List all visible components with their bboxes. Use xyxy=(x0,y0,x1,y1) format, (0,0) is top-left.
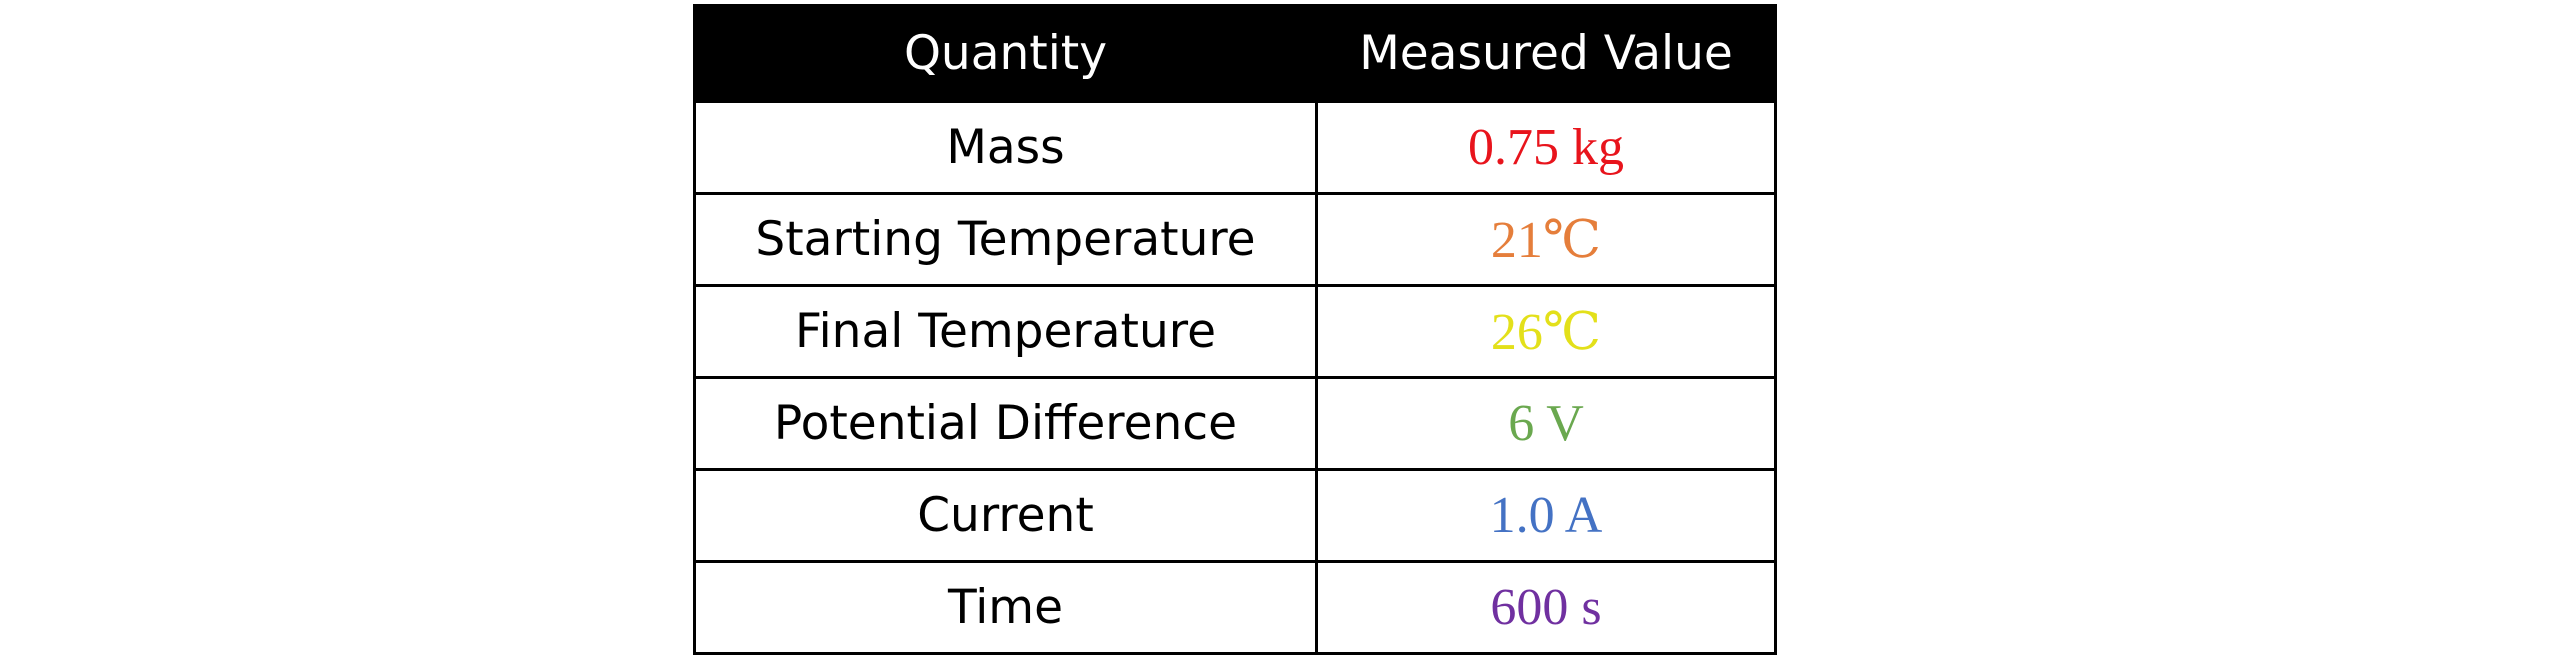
header-quantity: Quantity xyxy=(693,4,1318,103)
value-cell-starting-temperature: 21℃ xyxy=(1315,192,1777,287)
table-row: Time 600 s xyxy=(693,560,1777,655)
measurement-table-container: Quantity Measured Value Mass 0.75 kg Sta… xyxy=(693,4,1777,655)
value-cell-potential-difference: 6 V xyxy=(1315,376,1777,471)
quantity-cell-time: Time xyxy=(693,560,1318,655)
table-header-row: Quantity Measured Value xyxy=(693,4,1777,103)
table-row: Mass 0.75 kg xyxy=(693,100,1777,195)
header-measured-value: Measured Value xyxy=(1315,4,1777,103)
quantity-cell-current: Current xyxy=(693,468,1318,563)
value-cell-mass: 0.75 kg xyxy=(1315,100,1777,195)
table-row: Current 1.0 A xyxy=(693,468,1777,563)
quantity-cell-mass: Mass xyxy=(693,100,1318,195)
table-row: Potential Difference 6 V xyxy=(693,376,1777,471)
quantity-cell-starting-temperature: Starting Temperature xyxy=(693,192,1318,287)
value-cell-current: 1.0 A xyxy=(1315,468,1777,563)
value-cell-final-temperature: 26℃ xyxy=(1315,284,1777,379)
measurement-table: Quantity Measured Value Mass 0.75 kg Sta… xyxy=(693,4,1777,655)
table-row: Final Temperature 26℃ xyxy=(693,284,1777,379)
quantity-cell-final-temperature: Final Temperature xyxy=(693,284,1318,379)
table-row: Starting Temperature 21℃ xyxy=(693,192,1777,287)
quantity-cell-potential-difference: Potential Difference xyxy=(693,376,1318,471)
value-cell-time: 600 s xyxy=(1315,560,1777,655)
